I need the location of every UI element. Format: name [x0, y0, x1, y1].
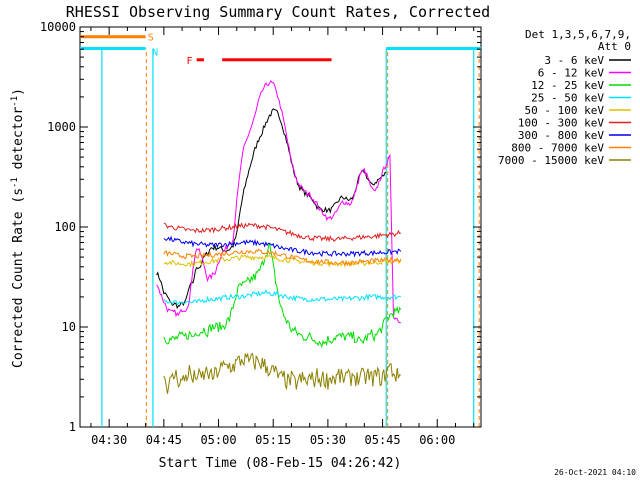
- x-axis-label: Start Time (08-Feb-15 04:26:42): [159, 456, 402, 471]
- legend-label-5: 100 - 300 keV: [518, 117, 604, 130]
- series-line-6: [163, 235, 402, 258]
- chart-title: RHESSI Observing Summary Count Rates, Co…: [66, 3, 490, 21]
- x-tick-label-6: 06:00: [419, 433, 455, 447]
- y-tick-label-0: 1: [69, 420, 76, 434]
- x-tick-label-3: 05:15: [255, 433, 291, 447]
- legend-label-4: 50 - 100 keV: [525, 104, 605, 117]
- series-line-2: [163, 242, 402, 349]
- legend-header-line-1: Det 1,3,5,6,7,9,: [525, 28, 631, 41]
- date-stamp: 26-Oct-2021 04:10: [554, 468, 636, 477]
- marker-labels: SN F: [148, 33, 193, 67]
- series-line-0: [156, 108, 387, 310]
- legend-label-6: 300 - 800 keV: [518, 129, 604, 142]
- legend-header-line-2: Att 0: [598, 40, 631, 53]
- annotation-layer: [80, 35, 481, 427]
- series-line-3: [163, 289, 402, 306]
- y-axis: 1 10 100 1000 10000: [40, 20, 481, 434]
- x-axis: 04:30 04:45 05:00 05:15 05:30 05:45 06:00: [90, 27, 475, 447]
- plot-area: 1 10 100 1000 10000 04:30 04:45 05:00 05:15 05:3…: [40, 20, 482, 447]
- y-tick-label-2: 100: [54, 220, 76, 234]
- legend-label-1: 6 - 12 keV: [538, 67, 605, 80]
- y-tick-label-3: 1000: [47, 120, 76, 134]
- legend-label-2: 12 - 25 keV: [531, 79, 604, 92]
- y-axis-label: Corrected Count Rate (s-1 detector-1): [10, 88, 26, 368]
- legend-label-7: 800 - 7000 keV: [511, 142, 604, 155]
- marker-label-n: N: [152, 47, 158, 58]
- series-line-1: [156, 80, 401, 324]
- legend-label-0: 3 - 6 keV: [544, 54, 604, 67]
- x-tick-label-2: 05:00: [200, 433, 236, 447]
- marker-label-s: S: [148, 33, 154, 44]
- y-tick-label-1: 10: [62, 320, 76, 334]
- series-line-7: [163, 248, 402, 267]
- series-layer: [156, 80, 402, 394]
- y-tick-label-4: 10000: [40, 20, 76, 34]
- legend-label-3: 25 - 50 keV: [531, 92, 604, 105]
- marker-label-f: F: [186, 56, 192, 67]
- legend-label-8: 7000 - 15000 keV: [498, 154, 604, 167]
- x-tick-label-0: 04:30: [91, 433, 127, 447]
- x-tick-label-5: 05:45: [365, 433, 401, 447]
- x-tick-label-1: 04:45: [146, 433, 182, 447]
- series-line-5: [163, 222, 401, 243]
- x-tick-label-4: 05:30: [310, 433, 346, 447]
- series-line-8: [163, 352, 401, 394]
